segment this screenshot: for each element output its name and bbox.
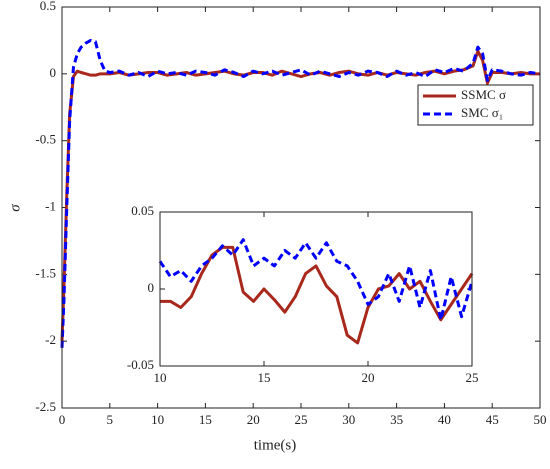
- y-tick-label: 0: [50, 65, 57, 80]
- legend-label: SSMC σ: [461, 87, 506, 102]
- axes-frame: [159, 211, 473, 367]
- x-tick-label: 15: [199, 412, 212, 427]
- y-tick-label: -1: [45, 198, 56, 213]
- series-line: [158, 238, 474, 322]
- x-tick-label: 20: [247, 412, 260, 427]
- y-tick-label: 0.5: [40, 0, 56, 13]
- legend-label: SMC σ₁: [461, 105, 503, 120]
- legend-box: [417, 84, 534, 126]
- y-tick-label: -0.05: [127, 357, 154, 372]
- x-tick-label: 35: [390, 412, 403, 427]
- x-tick-label: 40: [438, 412, 451, 427]
- x-tick-label: 10: [154, 370, 167, 385]
- x-tick-label: 20: [362, 370, 375, 385]
- y-tick-label: -0.5: [35, 132, 56, 147]
- x-tick-label: 30: [342, 412, 355, 427]
- series-line: [60, 38, 541, 348]
- x-tick-label: 0: [59, 412, 66, 427]
- y-tick-label: -2.5: [35, 399, 56, 414]
- x-tick-label: 50: [534, 412, 547, 427]
- x-tick-label: 15: [258, 370, 271, 385]
- y-tick-label: 0.05: [131, 203, 154, 218]
- x-tick-label: 25: [466, 370, 479, 385]
- x-axis-label: time(s): [254, 437, 297, 453]
- y-tick-label: -1.5: [35, 265, 56, 280]
- y-tick-label: -2: [45, 332, 56, 347]
- y-axis-label: σ: [7, 204, 23, 212]
- x-tick-label: 5: [107, 412, 114, 427]
- x-tick-label: 10: [151, 412, 164, 427]
- axes-frame: [61, 6, 541, 409]
- x-tick-label: 45: [486, 412, 499, 427]
- x-tick-label: 25: [295, 412, 308, 427]
- series-line: [160, 245, 474, 345]
- plot-area: [160, 212, 472, 366]
- y-tick-label: 0: [148, 280, 155, 295]
